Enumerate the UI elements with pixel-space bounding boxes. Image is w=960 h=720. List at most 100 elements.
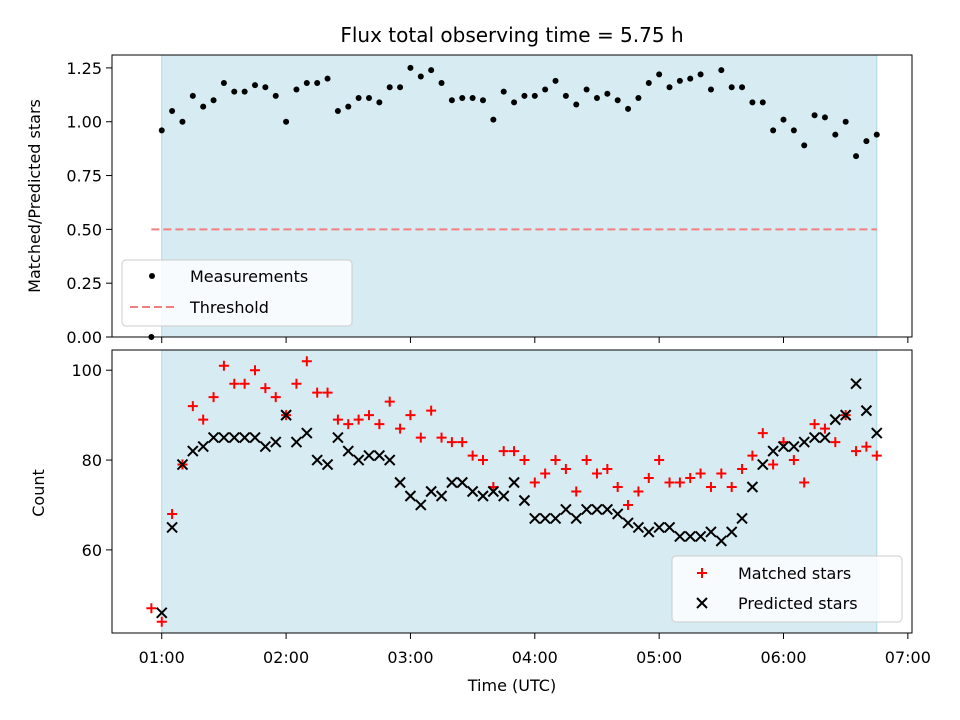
matched-star-point — [301, 356, 312, 367]
count-y-axis-title: Count — [29, 469, 48, 517]
x-tick-label: 03:00 — [387, 648, 433, 667]
predicted-star-point — [580, 503, 593, 516]
predicted-star-point — [487, 485, 500, 498]
measurement-point — [749, 99, 756, 106]
matched-star-point — [446, 437, 457, 448]
predicted-star-point — [363, 449, 375, 462]
legend-marker-matched — [697, 568, 707, 578]
legend-marker-measurements — [149, 273, 155, 279]
axes-frame — [111, 54, 913, 338]
predicted-star-point — [311, 454, 323, 466]
measurement-point — [707, 86, 714, 93]
ratio-panel: 0.00 0.25 0.50 0.75 1.00 1.25 Measurements Thre… — [66, 54, 913, 347]
predicted-star-point — [601, 503, 614, 516]
measurement-point — [531, 92, 538, 99]
predicted-star-point — [259, 440, 272, 453]
predicted-star-point — [373, 449, 386, 462]
predicted-star-point — [228, 431, 240, 444]
matched-star-point — [664, 477, 675, 488]
measurement-point — [314, 79, 321, 86]
matched-star-point — [695, 468, 706, 479]
measurement-point — [853, 153, 860, 160]
matched-star-point — [436, 432, 447, 443]
measurement-point — [407, 64, 414, 71]
measurement-point — [345, 103, 352, 110]
matched-star-point — [363, 410, 374, 421]
count-panel: 60 80 100 01:00 02:00 03:00 04:00 05:00 06:00 07:… — [71, 349, 931, 667]
matched-star-point — [674, 477, 685, 488]
matched-star-point — [198, 414, 209, 425]
predicted-star-point — [446, 476, 458, 489]
matched-star-point — [747, 450, 758, 461]
measurement-point — [801, 142, 808, 149]
predicted-star-point — [725, 526, 738, 538]
y-tick-label: 1.25 — [66, 59, 102, 78]
predicted-star-point — [674, 530, 686, 543]
predicted-star-point — [622, 517, 634, 529]
matched-star-point — [374, 419, 385, 430]
predicted-star-point — [611, 508, 624, 520]
measurement-point — [832, 131, 839, 138]
matched-star-point — [519, 455, 530, 466]
matched-star-point — [633, 486, 644, 497]
matched-star-point — [239, 378, 250, 389]
x-tick-label: 02:00 — [263, 648, 309, 667]
measurement-point — [511, 99, 518, 106]
matched-star-point — [716, 468, 727, 479]
predicted-star-point — [270, 436, 282, 448]
y-tick-label: 100 — [71, 361, 102, 380]
x-tick-label: 04:00 — [512, 648, 558, 667]
y-tick-label: 0.75 — [66, 167, 102, 186]
matched-star-point — [540, 468, 551, 479]
matched-star-point — [218, 360, 229, 371]
measurement-point — [635, 95, 642, 102]
predicted-star-point — [570, 512, 582, 525]
axes-frame — [111, 349, 913, 634]
measurement-point — [490, 116, 497, 123]
measurement-point — [583, 86, 590, 93]
predicted-star-point — [218, 431, 230, 444]
measurement-point — [542, 86, 549, 93]
predicted-star-point — [384, 454, 396, 466]
predicted-star-point — [508, 476, 520, 489]
matched-star-point — [819, 423, 830, 434]
measurement-point — [676, 77, 683, 84]
legend-box — [121, 259, 353, 327]
ratio-y-axis-title: Matched/Predicted stars — [25, 99, 44, 293]
measurement-point — [625, 105, 632, 112]
legend-label-matched: Matched stars — [738, 564, 851, 583]
measurement-point — [562, 92, 569, 99]
matched-star-point — [208, 392, 219, 403]
measurement-point — [687, 75, 694, 82]
predicted-star-point — [332, 431, 344, 444]
chart-title: Flux total observing time = 5.75 h — [340, 23, 683, 47]
predicted-star-point — [529, 512, 541, 525]
matched-star-point — [312, 387, 323, 398]
measurement-point — [759, 99, 766, 106]
matched-star-point — [477, 455, 488, 466]
matched-star-point — [146, 603, 157, 614]
predicted-star-point — [207, 431, 220, 444]
matched-star-point — [395, 423, 406, 434]
predicted-star-point — [466, 485, 479, 498]
measurement-point — [210, 97, 217, 104]
matched-star-point — [799, 477, 810, 488]
matched-star-point — [405, 410, 416, 421]
y-tick-label: 0.25 — [66, 274, 102, 293]
matched-star-point — [654, 455, 665, 466]
predicted-star-point — [705, 526, 717, 538]
matched-star-point — [167, 508, 178, 519]
measurement-point — [593, 95, 600, 102]
matched-star-point — [591, 468, 602, 479]
predicted-star-point — [684, 530, 696, 543]
matched-star-point — [809, 419, 820, 430]
measurement-point — [842, 118, 849, 125]
predicted-star-point — [860, 404, 873, 417]
x-tick-label: 06:00 — [760, 648, 806, 667]
matched-star-point — [270, 392, 281, 403]
matched-star-point — [529, 477, 540, 488]
measurement-point — [790, 127, 797, 134]
measurement-point — [200, 103, 207, 110]
predicted-star-point — [176, 458, 189, 471]
matched-star-point — [861, 441, 872, 452]
